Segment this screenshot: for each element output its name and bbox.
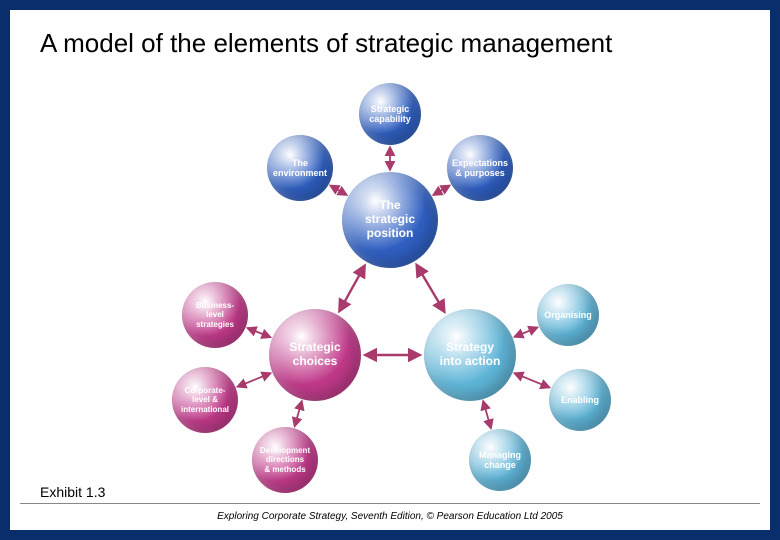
node-managing-change: Managingchange [469,429,531,491]
node-label: Enabling [557,391,603,409]
node-label: Theenvironment [269,154,331,183]
node-label: Thestrategicposition [361,195,419,244]
node-label: Corporate-level &international [177,382,233,418]
node-business-level: Business-levelstrategies [182,282,248,348]
node-strategic-position: Thestrategicposition [342,172,438,268]
node-organising: Organising [537,284,599,346]
slide-frame: A model of the elements of strategic man… [0,0,780,540]
node-label: Organising [540,306,596,324]
node-label: Strategiccapability [365,100,415,129]
node-strategic-capability: Strategiccapability [359,83,421,145]
node-label: Strategyinto action [436,337,505,373]
exhibit-label: Exhibit 1.3 [40,484,105,500]
node-enabling: Enabling [549,369,611,431]
node-corporate-level: Corporate-level &international [172,367,238,433]
node-label: Expectations& purposes [448,154,512,183]
footer-rule [20,503,760,504]
node-label: Business-levelstrategies [192,297,238,333]
strategy-model-diagram: Thestrategicposition Strategiccapability T… [110,80,670,490]
node-label: Developmentdirections& methods [256,442,314,478]
node-strategy-action: Strategyinto action [424,309,516,401]
node-environment: Theenvironment [267,135,333,201]
page-title: A model of the elements of strategic man… [40,28,740,59]
slide-panel: A model of the elements of strategic man… [10,10,770,530]
node-strategic-choices: Strategicchoices [269,309,361,401]
node-label: Managingchange [475,446,525,475]
footer-text: Exploring Corporate Strategy, Seventh Ed… [10,511,770,522]
node-dev-directions: Developmentdirections& methods [252,427,318,493]
node-expectations: Expectations& purposes [447,135,513,201]
node-label: Strategicchoices [285,337,344,373]
